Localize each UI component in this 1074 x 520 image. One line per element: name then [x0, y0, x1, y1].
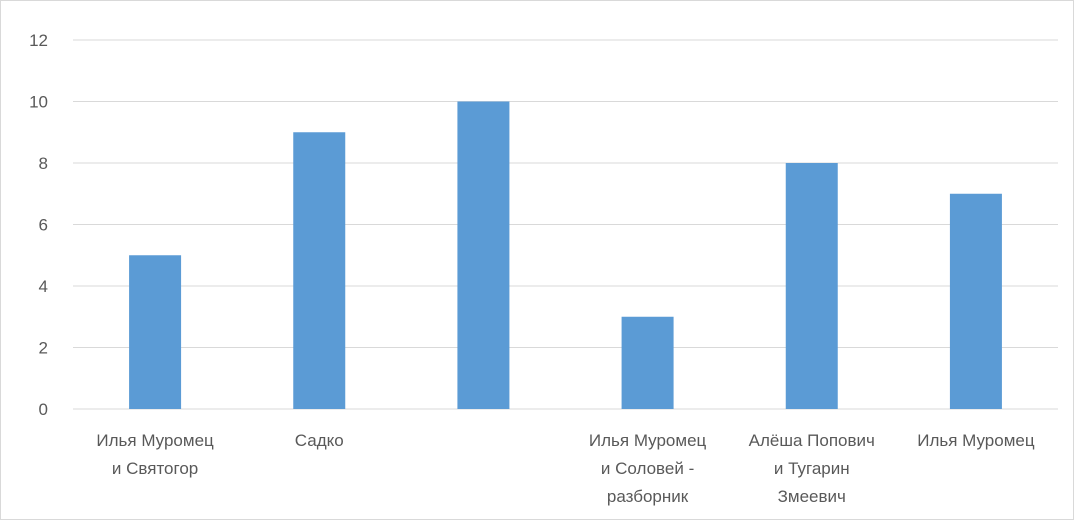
- bar-5: [785, 163, 838, 409]
- x-category-label-line: Алёша Попович: [749, 431, 875, 450]
- x-category-label-line: и Соловей -: [601, 459, 694, 478]
- x-category-label-line: Илья Муромец: [589, 431, 707, 450]
- x-category-label: Илья Муромец и Соловей - разборник: [589, 431, 707, 506]
- grid-lines: [73, 39, 1058, 410]
- y-tick-label: 4: [39, 277, 48, 296]
- x-category-label-line: Илья Муромец: [917, 431, 1035, 450]
- y-tick-label: 12: [29, 31, 48, 50]
- x-category-label: Илья Муромец: [917, 431, 1035, 450]
- x-category-label-line: разборник: [607, 487, 689, 506]
- y-tick-label: 0: [39, 400, 48, 419]
- y-axis-ticks: 0 2 4 6 8 10 12: [29, 31, 48, 419]
- bars: [129, 101, 1002, 409]
- bar-2: [293, 132, 346, 409]
- x-category-label: Алёша Попович и Тугарин Змеевич: [749, 431, 875, 506]
- y-tick-label: 10: [29, 93, 48, 112]
- y-tick-label: 8: [39, 154, 48, 173]
- bar-1: [129, 255, 182, 409]
- bar-4: [621, 316, 674, 409]
- bar-3: [457, 101, 510, 409]
- bar-6: [949, 193, 1002, 409]
- x-axis-categories: Илья Муромец и Святогор Садко Илья Муромец и…: [96, 431, 1034, 506]
- x-category-label: Илья Муромец и Святогор: [96, 431, 214, 478]
- y-tick-label: 2: [39, 339, 48, 358]
- x-category-label-line: Садко: [295, 431, 344, 450]
- y-tick-label: 6: [39, 216, 48, 235]
- x-category-label-line: Змеевич: [778, 487, 846, 506]
- x-category-label-line: и Святогор: [112, 459, 198, 478]
- x-category-label: Садко: [295, 431, 344, 450]
- x-category-label-line: и Тугарин: [774, 459, 850, 478]
- x-category-label-line: Илья Муромец: [96, 431, 214, 450]
